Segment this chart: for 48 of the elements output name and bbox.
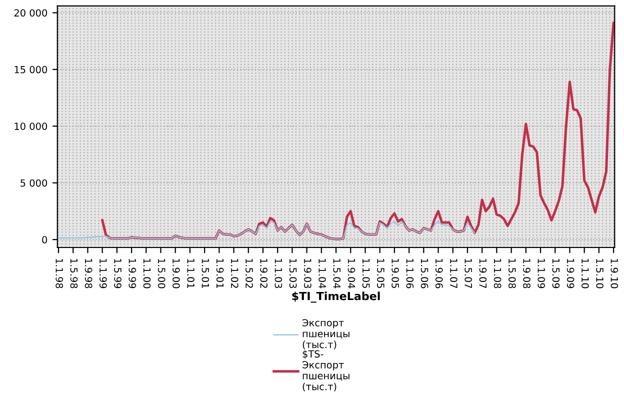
x-tick-label: 1.9.08 — [523, 258, 530, 288]
x-tick-label: 1.1.01 — [187, 258, 194, 288]
x-tick-label: 1.1.03 — [274, 258, 282, 288]
x-tick-label: 1.1.10 — [582, 258, 589, 288]
x-tick-label: 1.5.06 — [420, 258, 428, 288]
x-tick-label: 1.9.06 — [435, 258, 443, 288]
x-tick-label: 1.5.99 — [114, 258, 122, 288]
x-tick-label: 1.9.05 — [392, 258, 399, 288]
x-tick-label: 1.5.01 — [202, 258, 210, 288]
y-tick-label: 5 000 — [20, 179, 48, 187]
x-tick-label: 1.9.07 — [479, 258, 487, 288]
x-tick-label: 1.1.02 — [230, 258, 238, 288]
x-tick-label: 1.1.05 — [362, 258, 370, 288]
y-tick-label: 20 000 — [14, 9, 48, 17]
x-tick-label: 1.1.98 — [56, 258, 64, 288]
legend-label: Экспорт пшеницы (тыс.т) — [302, 319, 350, 350]
x-tick-label: 1.1.04 — [318, 258, 326, 288]
x-axis-title: $TI_TimeLabel — [292, 292, 380, 303]
x-tick-label: 1.9.01 — [216, 258, 224, 288]
x-tick-label: 1.9.10 — [610, 258, 618, 288]
x-tick-label: 1.9.04 — [348, 258, 356, 288]
x-tick-label: 1.9.03 — [304, 258, 312, 288]
x-tick-label: 1.1.07 — [450, 258, 458, 288]
x-tick-label: 1.9.99 — [128, 258, 136, 288]
x-tick-label: 1.5.05 — [377, 258, 384, 288]
x-tick-label: 1.1.99 — [100, 258, 107, 288]
x-tick-label: 1.5.07 — [464, 258, 472, 288]
x-tick-label: 1.9.09 — [566, 258, 574, 288]
legend-label: $TS-Экспорт пшеницы (тыс.т) — [302, 350, 350, 392]
x-tick-label: 1.9.02 — [260, 258, 268, 288]
y-tick-label: 15 000 — [14, 66, 48, 74]
x-tick-label: 1.1.06 — [406, 258, 414, 288]
x-tick-label: 1.5.04 — [333, 258, 341, 288]
x-tick-label: 1.5.10 — [596, 258, 604, 288]
x-tick-label: 1.1.00 — [143, 258, 151, 288]
y-tick-label: 0 — [42, 236, 48, 244]
x-tick-label: 1.1.08 — [494, 258, 502, 288]
x-tick-label: 1.5.02 — [246, 258, 253, 288]
x-tick-label: 1.5.08 — [508, 258, 516, 288]
line-series — [58, 220, 476, 240]
x-tick-label: 1.5.98 — [70, 258, 78, 288]
x-tick-label: 1.5.03 — [289, 258, 297, 288]
x-tick-label: 1.9.00 — [172, 258, 180, 288]
x-tick-label: 1.1.09 — [538, 258, 546, 288]
x-tick-label: 1.5.00 — [158, 258, 166, 288]
x-tick-label: 1.9.98 — [84, 258, 92, 288]
y-tick-label: 10 000 — [14, 122, 48, 130]
x-tick-label: 1.5.09 — [552, 258, 560, 288]
